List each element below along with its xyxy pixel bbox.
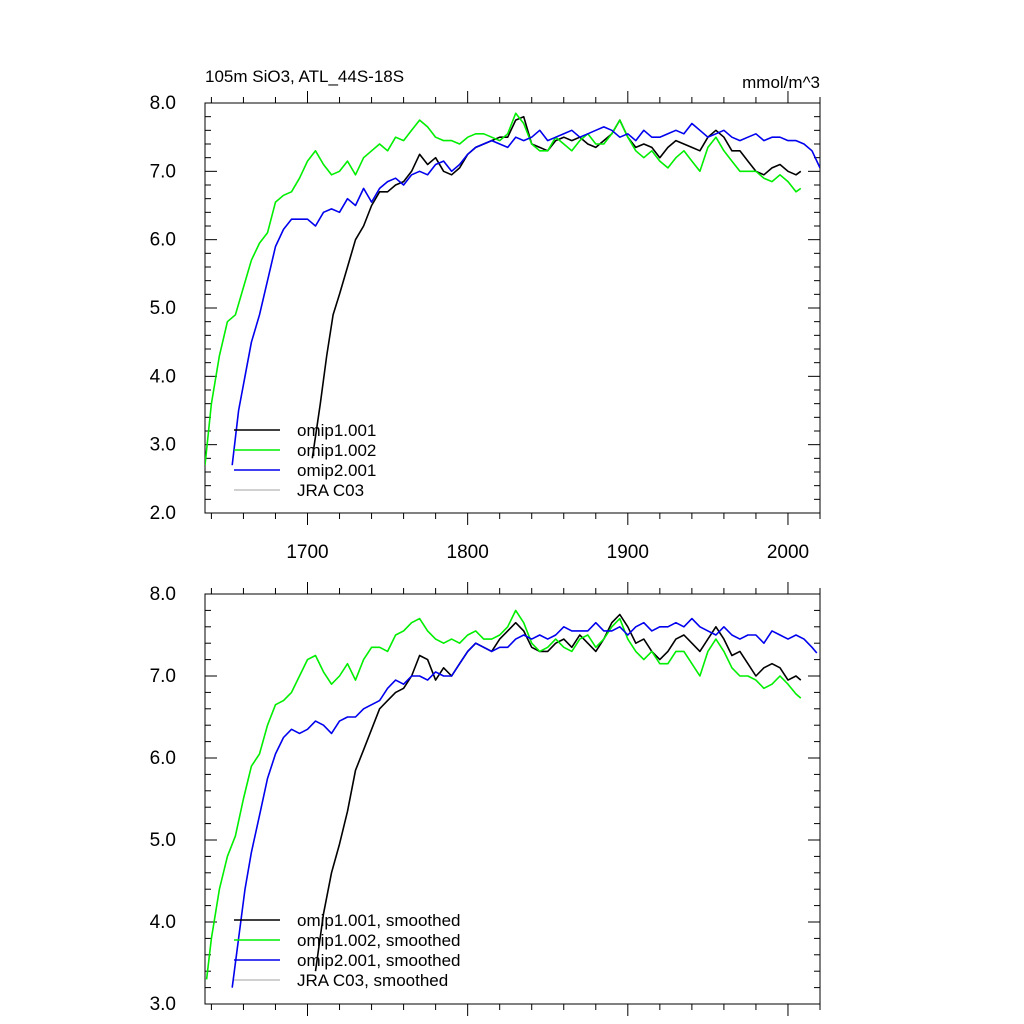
top-ytick-label: 6.0 (150, 230, 176, 251)
top-panel-title: 105m SiO3, ATL_44S-18S (205, 67, 404, 86)
top-xtick-label: 1800 (447, 542, 489, 563)
top-legend-label-0: omip1.001 (297, 421, 376, 440)
bottom-ytick-label: 4.0 (150, 912, 176, 933)
top-ytick-label: 4.0 (150, 366, 176, 387)
bottom-legend-label-0: omip1.001, smoothed (297, 911, 461, 930)
bottom-legend-label-1: omip1.002, smoothed (297, 931, 461, 950)
bottom-ytick-label: 7.0 (150, 666, 176, 687)
top-legend-label-2: omip2.001 (297, 461, 376, 480)
bottom-ytick-label: 3.0 (150, 994, 176, 1015)
bottom-legend-label-2: omip2.001, smoothed (297, 951, 461, 970)
top-series-0-line (311, 115, 802, 459)
top-ytick-label: 8.0 (150, 93, 176, 114)
bottom-panel: 3.04.05.06.07.08.0 omip1.001, smoothedom… (150, 582, 821, 1016)
top-ytick-label: 5.0 (150, 298, 176, 319)
bottom-ytick-label: 8.0 (150, 584, 176, 605)
top-legend-label-3: JRA C03 (297, 481, 364, 500)
bottom-ytick-label: 6.0 (150, 748, 176, 769)
top-panel: 105m SiO3, ATL_44S-18S mmol/m^3 2.0 3.0 4.… (150, 67, 821, 563)
bottom-series-2-line (231, 617, 818, 988)
top-xtick-label: 1900 (607, 542, 649, 563)
bottom-panel-series (205, 609, 818, 988)
top-panel-units: mmol/m^3 (742, 73, 820, 92)
bottom-panel-frame (204, 593, 821, 1005)
top-ytick-label: 2.0 (150, 503, 176, 524)
top-ytick-label: 7.0 (150, 161, 176, 182)
bottom-ytick-label: 5.0 (150, 830, 176, 851)
bottom-panel-axes: 3.0 4.0 5.0 6.0 7.0 8.0 (150, 582, 821, 1016)
bottom-legend-label-3: JRA C03, smoothed (297, 971, 448, 990)
bottom-series-1-line (205, 609, 802, 980)
top-legend-label-1: omip1.002 (297, 441, 376, 460)
top-panel-axes: 2.0 3.0 4.0 5.0 6.0 7.0 8.0 1700 1800 1900 2000 (150, 91, 821, 563)
top-panel-series (205, 112, 820, 466)
top-series-2-line (231, 122, 820, 466)
bottom-series-0-line (314, 613, 802, 972)
top-ytick-label: 3.0 (150, 435, 176, 456)
top-xtick-label: 2000 (767, 542, 809, 563)
top-xtick-label: 1700 (286, 542, 328, 563)
top-series-1-line (205, 112, 802, 466)
